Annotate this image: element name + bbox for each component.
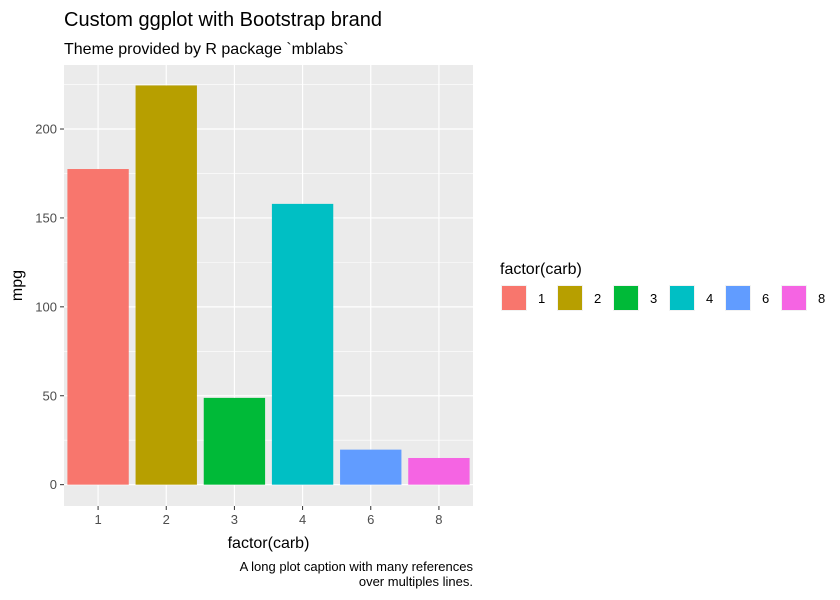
plot-panel — [64, 65, 473, 506]
x-tick-label: 6 — [367, 512, 374, 527]
minor-gridlines — [64, 84, 473, 441]
legend-swatch-2 — [558, 286, 582, 310]
legend-label: 6 — [762, 291, 769, 306]
bar-3 — [203, 397, 266, 485]
x-tick-label: 4 — [299, 512, 306, 527]
bar-8 — [408, 457, 470, 485]
bar-1 — [67, 169, 129, 485]
legend-swatch-4 — [670, 286, 694, 310]
y-tick-label: 0 — [50, 477, 57, 492]
chart-subtitle: Theme provided by R package `mblabs` — [64, 41, 349, 58]
caption-line: A long plot caption with many references — [240, 559, 474, 574]
y-tick-label: 150 — [35, 210, 57, 225]
legend-label: 3 — [650, 291, 657, 306]
legend-swatch-8 — [782, 286, 806, 310]
legend-label: 8 — [818, 291, 825, 306]
legend-label: 1 — [538, 291, 545, 306]
x-tick-label: 1 — [94, 512, 101, 527]
legend-swatch-6 — [726, 286, 750, 310]
x-tick-label: 8 — [435, 512, 442, 527]
bar-6 — [340, 449, 402, 485]
legend: factor(carb) 1 2 3 4 6 8 — [500, 261, 825, 311]
y-axis: 0 50 100 150 200 — [35, 122, 64, 492]
legend-swatch-1 — [502, 286, 526, 310]
x-tick-label: 3 — [231, 512, 238, 527]
caption-line: over multiples lines. — [359, 574, 473, 589]
y-tick-label: 200 — [35, 122, 57, 137]
x-axis-title: factor(carb) — [228, 535, 310, 552]
legend-label: 2 — [594, 291, 601, 306]
chart-title: Custom ggplot with Bootstrap brand — [64, 9, 382, 31]
x-tick-label: 2 — [163, 512, 170, 527]
y-tick-label: 100 — [35, 299, 57, 314]
bars — [67, 85, 470, 485]
legend-title: factor(carb) — [500, 261, 582, 278]
bar-4 — [271, 203, 334, 485]
bar-2 — [135, 85, 197, 485]
legend-label: 4 — [706, 291, 713, 306]
x-axis: 1 2 3 4 6 8 — [94, 506, 443, 527]
legend-swatch-3 — [614, 286, 638, 310]
y-axis-title: mpg — [9, 270, 26, 301]
y-tick-label: 50 — [43, 388, 57, 403]
